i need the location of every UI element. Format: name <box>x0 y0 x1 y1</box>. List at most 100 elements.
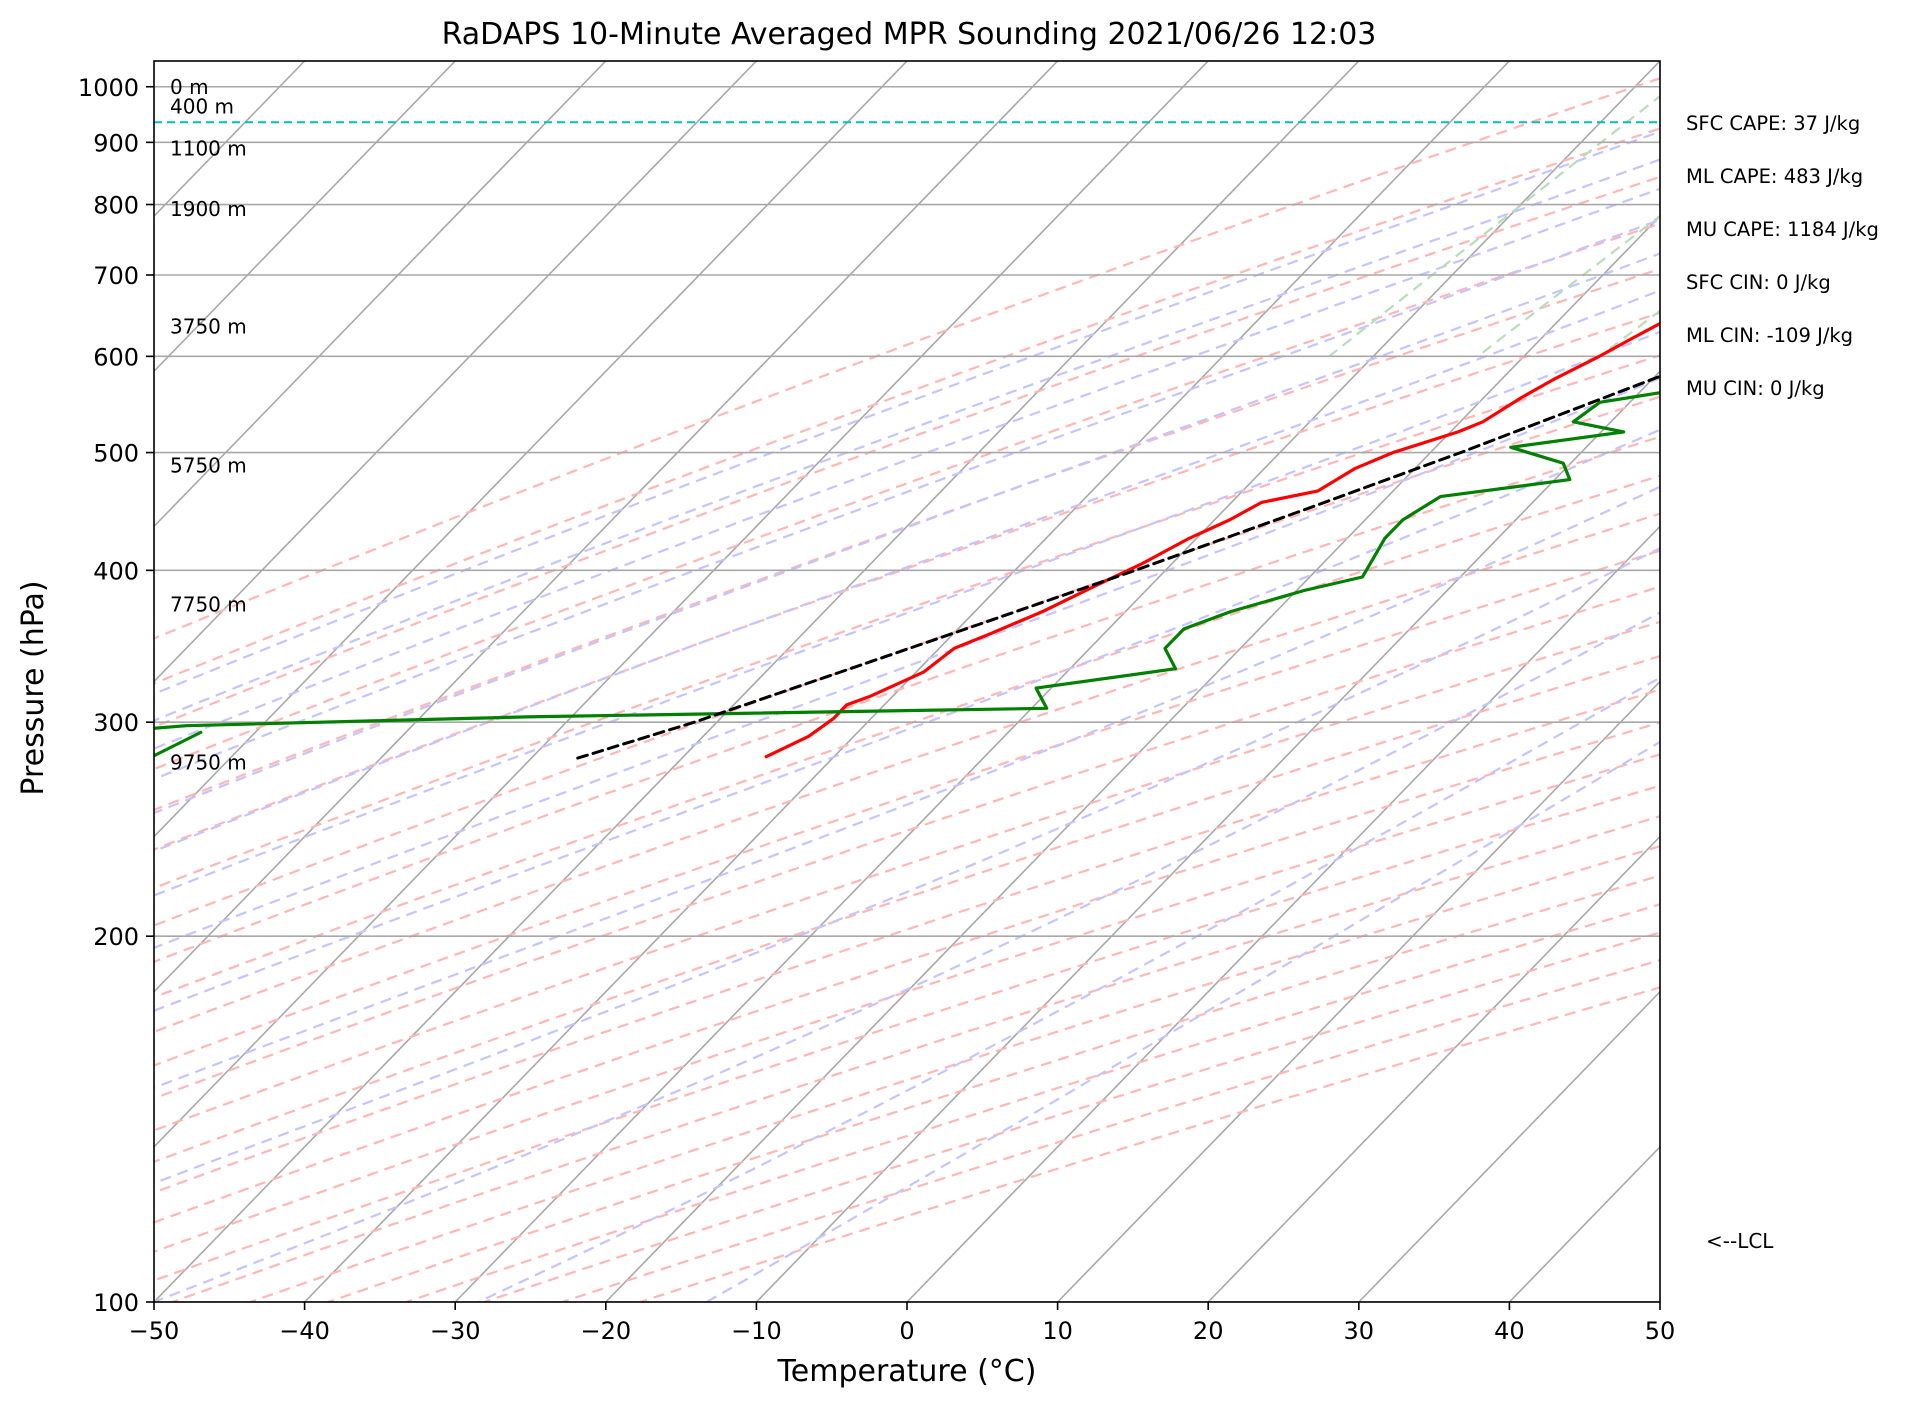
dry-adiabat-line <box>405 903 1660 1302</box>
dry-adiabat-line <box>483 931 1660 1302</box>
y-tick-label: 1000 <box>78 74 139 102</box>
moist-adiabat-line <box>154 330 1660 897</box>
x-tick-label: 40 <box>1494 1317 1525 1345</box>
y-tick-label: 600 <box>93 343 139 371</box>
mixing-ratio-line <box>1477 214 1660 358</box>
isotherm-line <box>1358 990 1660 1302</box>
wind-barb <box>154 730 203 758</box>
moist-adiabat-line <box>154 289 1660 853</box>
parcel-profile-trace <box>574 374 1660 761</box>
isotherm-line <box>154 61 456 373</box>
lcl-label: <--LCL <box>1706 1229 1774 1253</box>
dry-adiabat-line <box>154 512 1660 1033</box>
moist-adiabat-line <box>154 130 1660 696</box>
axis-ticks: −50 −40 −30 −20 −10 0 10 20 30 40 50 100 200 300 400 50… <box>78 74 1675 1345</box>
y-tick-label: 400 <box>93 557 139 585</box>
height-label: 3750 m <box>170 314 247 338</box>
isotherm-line <box>304 61 1510 1302</box>
y-tick-label: 300 <box>93 709 139 737</box>
y-tick-label: 500 <box>93 440 139 468</box>
isotherm-line <box>0 61 3 1302</box>
mixing-ratio-line <box>1775 61 1918 356</box>
x-tick-label: 10 <box>1042 1317 1073 1345</box>
mixing-ratio-line <box>1328 94 1660 358</box>
pressure-gridlines <box>154 85 1660 1302</box>
dry-adiabat-line <box>154 267 1660 812</box>
dry-adiabat-line <box>154 311 1660 851</box>
x-tick-label: 30 <box>1344 1317 1375 1345</box>
stat-sfc-cape: SFC CAPE: 37 J/kg <box>1686 112 1860 135</box>
dry-adiabat-line <box>327 874 1660 1302</box>
height-label: 5750 m <box>170 453 247 477</box>
background-lines <box>0 61 1918 1302</box>
moist-adiabat-line <box>706 740 1660 1302</box>
x-tick-label: 0 <box>899 1317 914 1345</box>
height-labels: 9750 m 7750 m 5750 m 3750 m 1900 m 1100 m 400 … <box>170 75 247 775</box>
moist-adiabat-line <box>154 547 1660 1185</box>
isotherm-line <box>1659 1300 1660 1302</box>
height-label: 1900 m <box>170 197 247 221</box>
moist-adiabat-line <box>154 376 1660 949</box>
dry-adiabat-line <box>154 620 1660 1132</box>
y-tick-label: 100 <box>93 1289 139 1317</box>
dry-adiabat-line <box>154 585 1660 1100</box>
mixing-ratio-line <box>1871 61 1918 356</box>
x-tick-label: −40 <box>279 1317 330 1345</box>
stat-ml-cin: ML CIN: -109 J/kg <box>1686 324 1853 347</box>
stat-mu-cape: MU CAPE: 1184 J/kg <box>1686 218 1879 241</box>
x-tick-label: 20 <box>1193 1317 1224 1345</box>
moist-adiabat-line <box>154 252 1660 815</box>
dry-adiabat-line <box>154 395 1660 927</box>
dry-adiabat-line <box>154 474 1660 999</box>
dry-adiabat-line <box>154 222 1660 771</box>
chart-title: RaDAPS 10-Minute Averaged MPR Sounding 2… <box>442 17 1377 52</box>
dry-adiabat-line <box>171 815 1660 1302</box>
y-tick-label: 200 <box>93 923 139 951</box>
dry-adiabat-line <box>154 721 1660 1224</box>
x-tick-label: −50 <box>129 1317 180 1345</box>
isotherm-line <box>755 370 1660 1302</box>
isotherm-line <box>154 61 908 838</box>
moist-adiabat-line <box>477 676 1660 1302</box>
height-label: 7750 m <box>170 592 247 616</box>
sounding-traces <box>154 121 1660 761</box>
dry-adiabat-line <box>154 688 1660 1194</box>
isotherm-line <box>154 61 1059 993</box>
stat-sfc-cin: SFC CIN: 0 J/kg <box>1686 271 1831 294</box>
mixing-ratio-line <box>1675 61 1918 356</box>
y-tick-label: 700 <box>93 262 139 290</box>
isotherm-line <box>154 61 1360 1302</box>
dewpoint-trace <box>154 391 1660 730</box>
x-tick-label: 50 <box>1645 1317 1676 1345</box>
stat-mu-cin: MU CIN: 0 J/kg <box>1686 377 1825 400</box>
isotherm-line <box>605 214 1660 1302</box>
isotherm-line <box>1508 1145 1660 1302</box>
y-axis-label: Pressure (hPa) <box>16 580 51 795</box>
x-tick-label: −20 <box>580 1317 631 1345</box>
moist-adiabat-line <box>154 611 1660 1302</box>
isotherm-line <box>154 61 1209 1149</box>
dry-adiabat-line <box>561 959 1660 1302</box>
height-label: 1100 m <box>170 136 247 160</box>
x-tick-label: −10 <box>731 1317 782 1345</box>
dry-adiabat-line <box>154 175 1660 729</box>
isotherm-line <box>1207 835 1660 1302</box>
isotherm-line <box>154 61 607 528</box>
height-label: 400 m <box>170 95 234 119</box>
x-tick-label: −30 <box>430 1317 481 1345</box>
dry-adiabat-line <box>154 354 1660 890</box>
y-tick-label: 800 <box>93 192 139 220</box>
dry-adiabat-line <box>154 127 1660 685</box>
dry-adiabat-line <box>154 753 1660 1253</box>
moist-adiabat-line <box>154 158 1660 722</box>
stat-ml-cape: ML CAPE: 483 J/kg <box>1686 165 1863 188</box>
isotherm-line <box>1057 680 1660 1302</box>
dry-adiabat-line <box>639 986 1660 1302</box>
y-tick-label: 900 <box>93 129 139 157</box>
moist-adiabat-line <box>154 428 1660 1012</box>
isotherm-line <box>906 525 1660 1302</box>
height-label: 0 m <box>170 75 209 99</box>
dry-adiabat-line <box>154 77 1660 640</box>
temperature-trace <box>764 321 1660 759</box>
